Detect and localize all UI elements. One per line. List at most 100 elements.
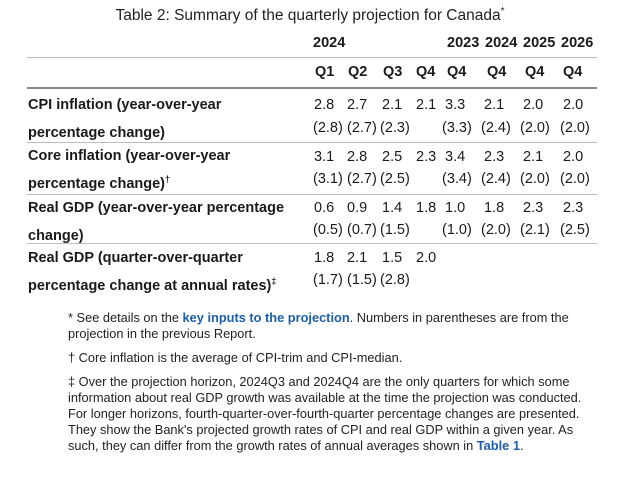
title-footnote-mark: * xyxy=(500,6,505,17)
value-cell: 2.3 xyxy=(416,149,437,165)
value-cell: 1.0 xyxy=(445,200,466,216)
note-text: * See details on the xyxy=(68,310,183,325)
row-label: Core inflation (year-over-year percentag… xyxy=(28,145,308,196)
row-label-line: Core inflation (year-over-year xyxy=(28,148,231,164)
row-footnote-mark: † xyxy=(165,174,171,184)
header-rule xyxy=(27,57,597,58)
value-cell: 1.5 xyxy=(382,250,403,266)
prev-value-cell: (2.0) xyxy=(560,120,590,136)
prev-value-cell: (2.0) xyxy=(520,120,550,136)
row-label-line: percentage change) xyxy=(28,117,308,145)
value-cell: 2.0 xyxy=(416,250,437,266)
row-label: Real GDP (quarter-over-quarter percentag… xyxy=(28,247,308,298)
row-label-line: percentage change)† xyxy=(28,168,308,196)
note-text: . Numbers in parentheses are from the pr… xyxy=(68,310,569,341)
prev-value-cell: (3.4) xyxy=(442,171,472,187)
value-cell: 1.8 xyxy=(416,200,437,216)
year-header-2025: 2025 xyxy=(523,35,556,51)
value-cell: 3.4 xyxy=(445,149,466,165)
prev-value-cell: (0.5) xyxy=(313,222,343,238)
value-cell: 2.3 xyxy=(523,200,544,216)
prev-value-cell: (2.7) xyxy=(347,171,377,187)
note-dagger: † Core inflation is the average of CPI-t… xyxy=(68,350,403,365)
prev-value-cell: (2.5) xyxy=(380,171,410,187)
value-cell: 3.3 xyxy=(445,97,466,113)
row-label-line: change) xyxy=(28,220,308,248)
year-header-2024-quarters: 2024 xyxy=(313,35,346,51)
row-label-line: percentage change at annual rates)‡ xyxy=(28,270,308,298)
value-cell: 3.1 xyxy=(314,149,335,165)
quarter-header: Q4 xyxy=(525,64,545,80)
value-cell: 2.0 xyxy=(563,97,584,113)
quarter-header: Q4 xyxy=(487,64,507,80)
year-header-2024: 2024 xyxy=(485,35,518,51)
note-asterisk: * See details on the key inputs to the p… xyxy=(68,310,603,342)
value-cell: 2.3 xyxy=(563,200,584,216)
prev-value-cell: (3.1) xyxy=(313,171,343,187)
row-label: Real GDP (year-over-year percentage chan… xyxy=(28,197,308,248)
row-label: CPI inflation (year-over-year percentage… xyxy=(28,94,308,145)
value-cell: 2.1 xyxy=(416,97,437,113)
prev-value-cell: (2.1) xyxy=(520,222,550,238)
prev-value-cell: (2.5) xyxy=(560,222,590,238)
value-cell: 1.8 xyxy=(314,250,335,266)
quarter-header: Q4 xyxy=(563,64,583,80)
value-cell: 2.8 xyxy=(347,149,368,165)
value-cell: 0.6 xyxy=(314,200,335,216)
quarter-header: Q4 xyxy=(447,64,467,80)
prev-value-cell: (2.4) xyxy=(481,171,511,187)
prev-value-cell: (1.0) xyxy=(442,222,472,238)
header-bottom-rule xyxy=(27,87,597,89)
value-cell: 2.1 xyxy=(347,250,368,266)
value-cell: 2.1 xyxy=(382,97,403,113)
value-cell: 0.9 xyxy=(347,200,368,216)
year-header-2026: 2026 xyxy=(561,35,594,51)
value-cell: 2.5 xyxy=(382,149,403,165)
prev-value-cell: (0.7) xyxy=(347,222,377,238)
key-inputs-link[interactable]: key inputs to the projection xyxy=(182,310,350,325)
row-label-text: change) xyxy=(28,228,84,244)
value-cell: 2.0 xyxy=(523,97,544,113)
row-footnote-mark: ‡ xyxy=(271,276,277,286)
row-label-line: Real GDP (quarter-over-quarter xyxy=(28,250,243,266)
prev-value-cell: (2.0) xyxy=(481,222,511,238)
value-cell: 1.8 xyxy=(484,200,505,216)
row-label-text: percentage change at annual rates) xyxy=(28,278,272,294)
prev-value-cell: (2.4) xyxy=(481,120,511,136)
quarter-header: Q4 xyxy=(416,64,436,80)
prev-value-cell: (3.3) xyxy=(442,120,472,136)
year-header-2023: 2023 xyxy=(447,35,480,51)
value-cell: 2.7 xyxy=(347,97,368,113)
row-label-text: percentage change) xyxy=(28,176,165,192)
prev-value-cell: (2.0) xyxy=(560,171,590,187)
value-cell: 2.0 xyxy=(563,149,584,165)
prev-value-cell: (1.5) xyxy=(347,272,377,288)
value-cell: 2.1 xyxy=(523,149,544,165)
prev-value-cell: (2.0) xyxy=(520,171,550,187)
value-cell: 2.1 xyxy=(484,97,505,113)
prev-value-cell: (2.8) xyxy=(313,120,343,136)
quarter-header: Q1 xyxy=(315,64,335,80)
prev-value-cell: (1.7) xyxy=(313,272,343,288)
row-label-text: percentage change) xyxy=(28,125,165,141)
table-title: Table 2: Summary of the quarterly projec… xyxy=(0,6,620,25)
prev-value-cell: (2.8) xyxy=(380,272,410,288)
note-double-dagger: ‡ Over the projection horizon, 2024Q3 an… xyxy=(68,374,603,454)
quarter-header: Q3 xyxy=(383,64,403,80)
value-cell: 1.4 xyxy=(382,200,403,216)
row-divider xyxy=(27,194,597,195)
note-text: . xyxy=(519,438,524,453)
value-cell: 2.3 xyxy=(484,149,505,165)
quarter-header: Q2 xyxy=(348,64,368,80)
row-divider xyxy=(27,243,597,244)
table-notes: * See details on the key inputs to the p… xyxy=(68,310,603,462)
value-cell: 2.8 xyxy=(314,97,335,113)
table-title-text: Table 2: Summary of the quarterly projec… xyxy=(115,7,501,24)
row-label-line: Real GDP (year-over-year percentage xyxy=(28,200,285,216)
note-text: ‡ Over the projection horizon, 2024Q3 an… xyxy=(68,374,582,453)
row-divider xyxy=(27,142,597,143)
table-1-link[interactable]: Table 1 xyxy=(476,438,520,453)
row-label-line: CPI inflation (year-over-year xyxy=(28,97,222,113)
prev-value-cell: (1.5) xyxy=(380,222,410,238)
prev-value-cell: (2.3) xyxy=(380,120,410,136)
